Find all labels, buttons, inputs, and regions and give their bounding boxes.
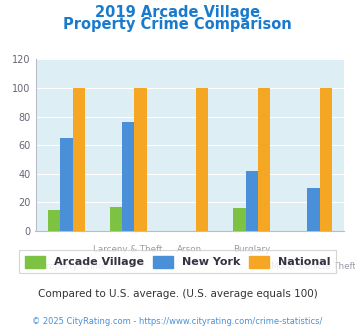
Legend: Arcade Village, New York, National: Arcade Village, New York, National — [19, 250, 336, 273]
Bar — [307, 188, 320, 231]
Text: Burglary: Burglary — [233, 245, 270, 254]
Text: Property Crime Comparison: Property Crime Comparison — [63, 16, 292, 31]
Bar — [60, 138, 72, 231]
Text: © 2025 CityRating.com - https://www.cityrating.com/crime-statistics/: © 2025 CityRating.com - https://www.city… — [32, 317, 323, 326]
Bar — [246, 171, 258, 231]
Bar — [134, 88, 147, 231]
Text: Larceny & Theft: Larceny & Theft — [93, 245, 163, 254]
Bar — [110, 207, 122, 231]
Bar — [258, 88, 270, 231]
Text: All Property Crime: All Property Crime — [27, 262, 106, 271]
Text: Arson: Arson — [178, 245, 202, 254]
Bar — [48, 210, 60, 231]
Bar — [233, 208, 246, 231]
Bar — [72, 88, 85, 231]
Bar — [196, 88, 208, 231]
Text: Compared to U.S. average. (U.S. average equals 100): Compared to U.S. average. (U.S. average … — [38, 289, 317, 299]
Bar — [320, 88, 332, 231]
Bar — [122, 122, 134, 231]
Text: 2019 Arcade Village: 2019 Arcade Village — [95, 5, 260, 20]
Text: Motor Vehicle Theft: Motor Vehicle Theft — [271, 262, 355, 271]
